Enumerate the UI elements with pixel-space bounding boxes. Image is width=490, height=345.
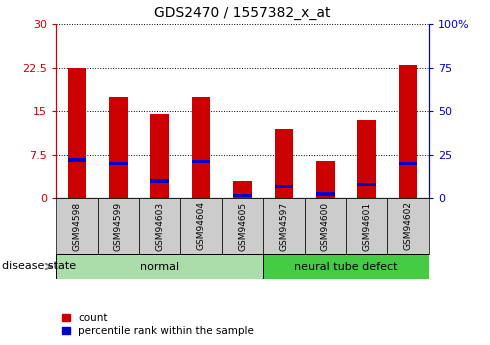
- Bar: [192, 160, 211, 164]
- FancyBboxPatch shape: [222, 198, 263, 254]
- Bar: [274, 129, 293, 198]
- FancyBboxPatch shape: [305, 198, 346, 254]
- Bar: [68, 68, 86, 198]
- Text: GSM94598: GSM94598: [73, 201, 81, 250]
- Legend: count, percentile rank within the sample: count, percentile rank within the sample: [62, 313, 254, 336]
- Text: GSM94600: GSM94600: [321, 201, 330, 250]
- FancyBboxPatch shape: [139, 198, 180, 254]
- Bar: [357, 183, 376, 186]
- Bar: [274, 185, 293, 188]
- Title: GDS2470 / 1557382_x_at: GDS2470 / 1557382_x_at: [154, 6, 331, 20]
- FancyBboxPatch shape: [346, 198, 388, 254]
- Text: GSM94601: GSM94601: [362, 201, 371, 250]
- Text: GSM94603: GSM94603: [155, 201, 164, 250]
- Bar: [233, 181, 252, 198]
- FancyBboxPatch shape: [180, 198, 222, 254]
- Bar: [399, 65, 417, 198]
- Bar: [399, 162, 417, 165]
- Bar: [357, 120, 376, 198]
- Bar: [109, 162, 128, 165]
- Bar: [316, 193, 335, 196]
- Bar: [316, 161, 335, 198]
- Text: GSM94597: GSM94597: [279, 201, 289, 250]
- FancyBboxPatch shape: [98, 198, 139, 254]
- FancyBboxPatch shape: [263, 198, 305, 254]
- Text: GSM94602: GSM94602: [404, 201, 413, 250]
- FancyBboxPatch shape: [388, 198, 429, 254]
- Text: neural tube defect: neural tube defect: [294, 262, 398, 272]
- Bar: [68, 158, 86, 162]
- Text: GSM94604: GSM94604: [196, 201, 206, 250]
- FancyBboxPatch shape: [56, 198, 98, 254]
- Text: normal: normal: [140, 262, 179, 272]
- Bar: [109, 97, 128, 198]
- Bar: [233, 194, 252, 197]
- Text: disease state: disease state: [2, 262, 76, 271]
- Bar: [150, 114, 169, 198]
- FancyBboxPatch shape: [56, 254, 263, 279]
- Text: GSM94599: GSM94599: [114, 201, 123, 250]
- Bar: [192, 97, 211, 198]
- Bar: [150, 179, 169, 183]
- Text: GSM94605: GSM94605: [238, 201, 247, 250]
- FancyBboxPatch shape: [263, 254, 429, 279]
